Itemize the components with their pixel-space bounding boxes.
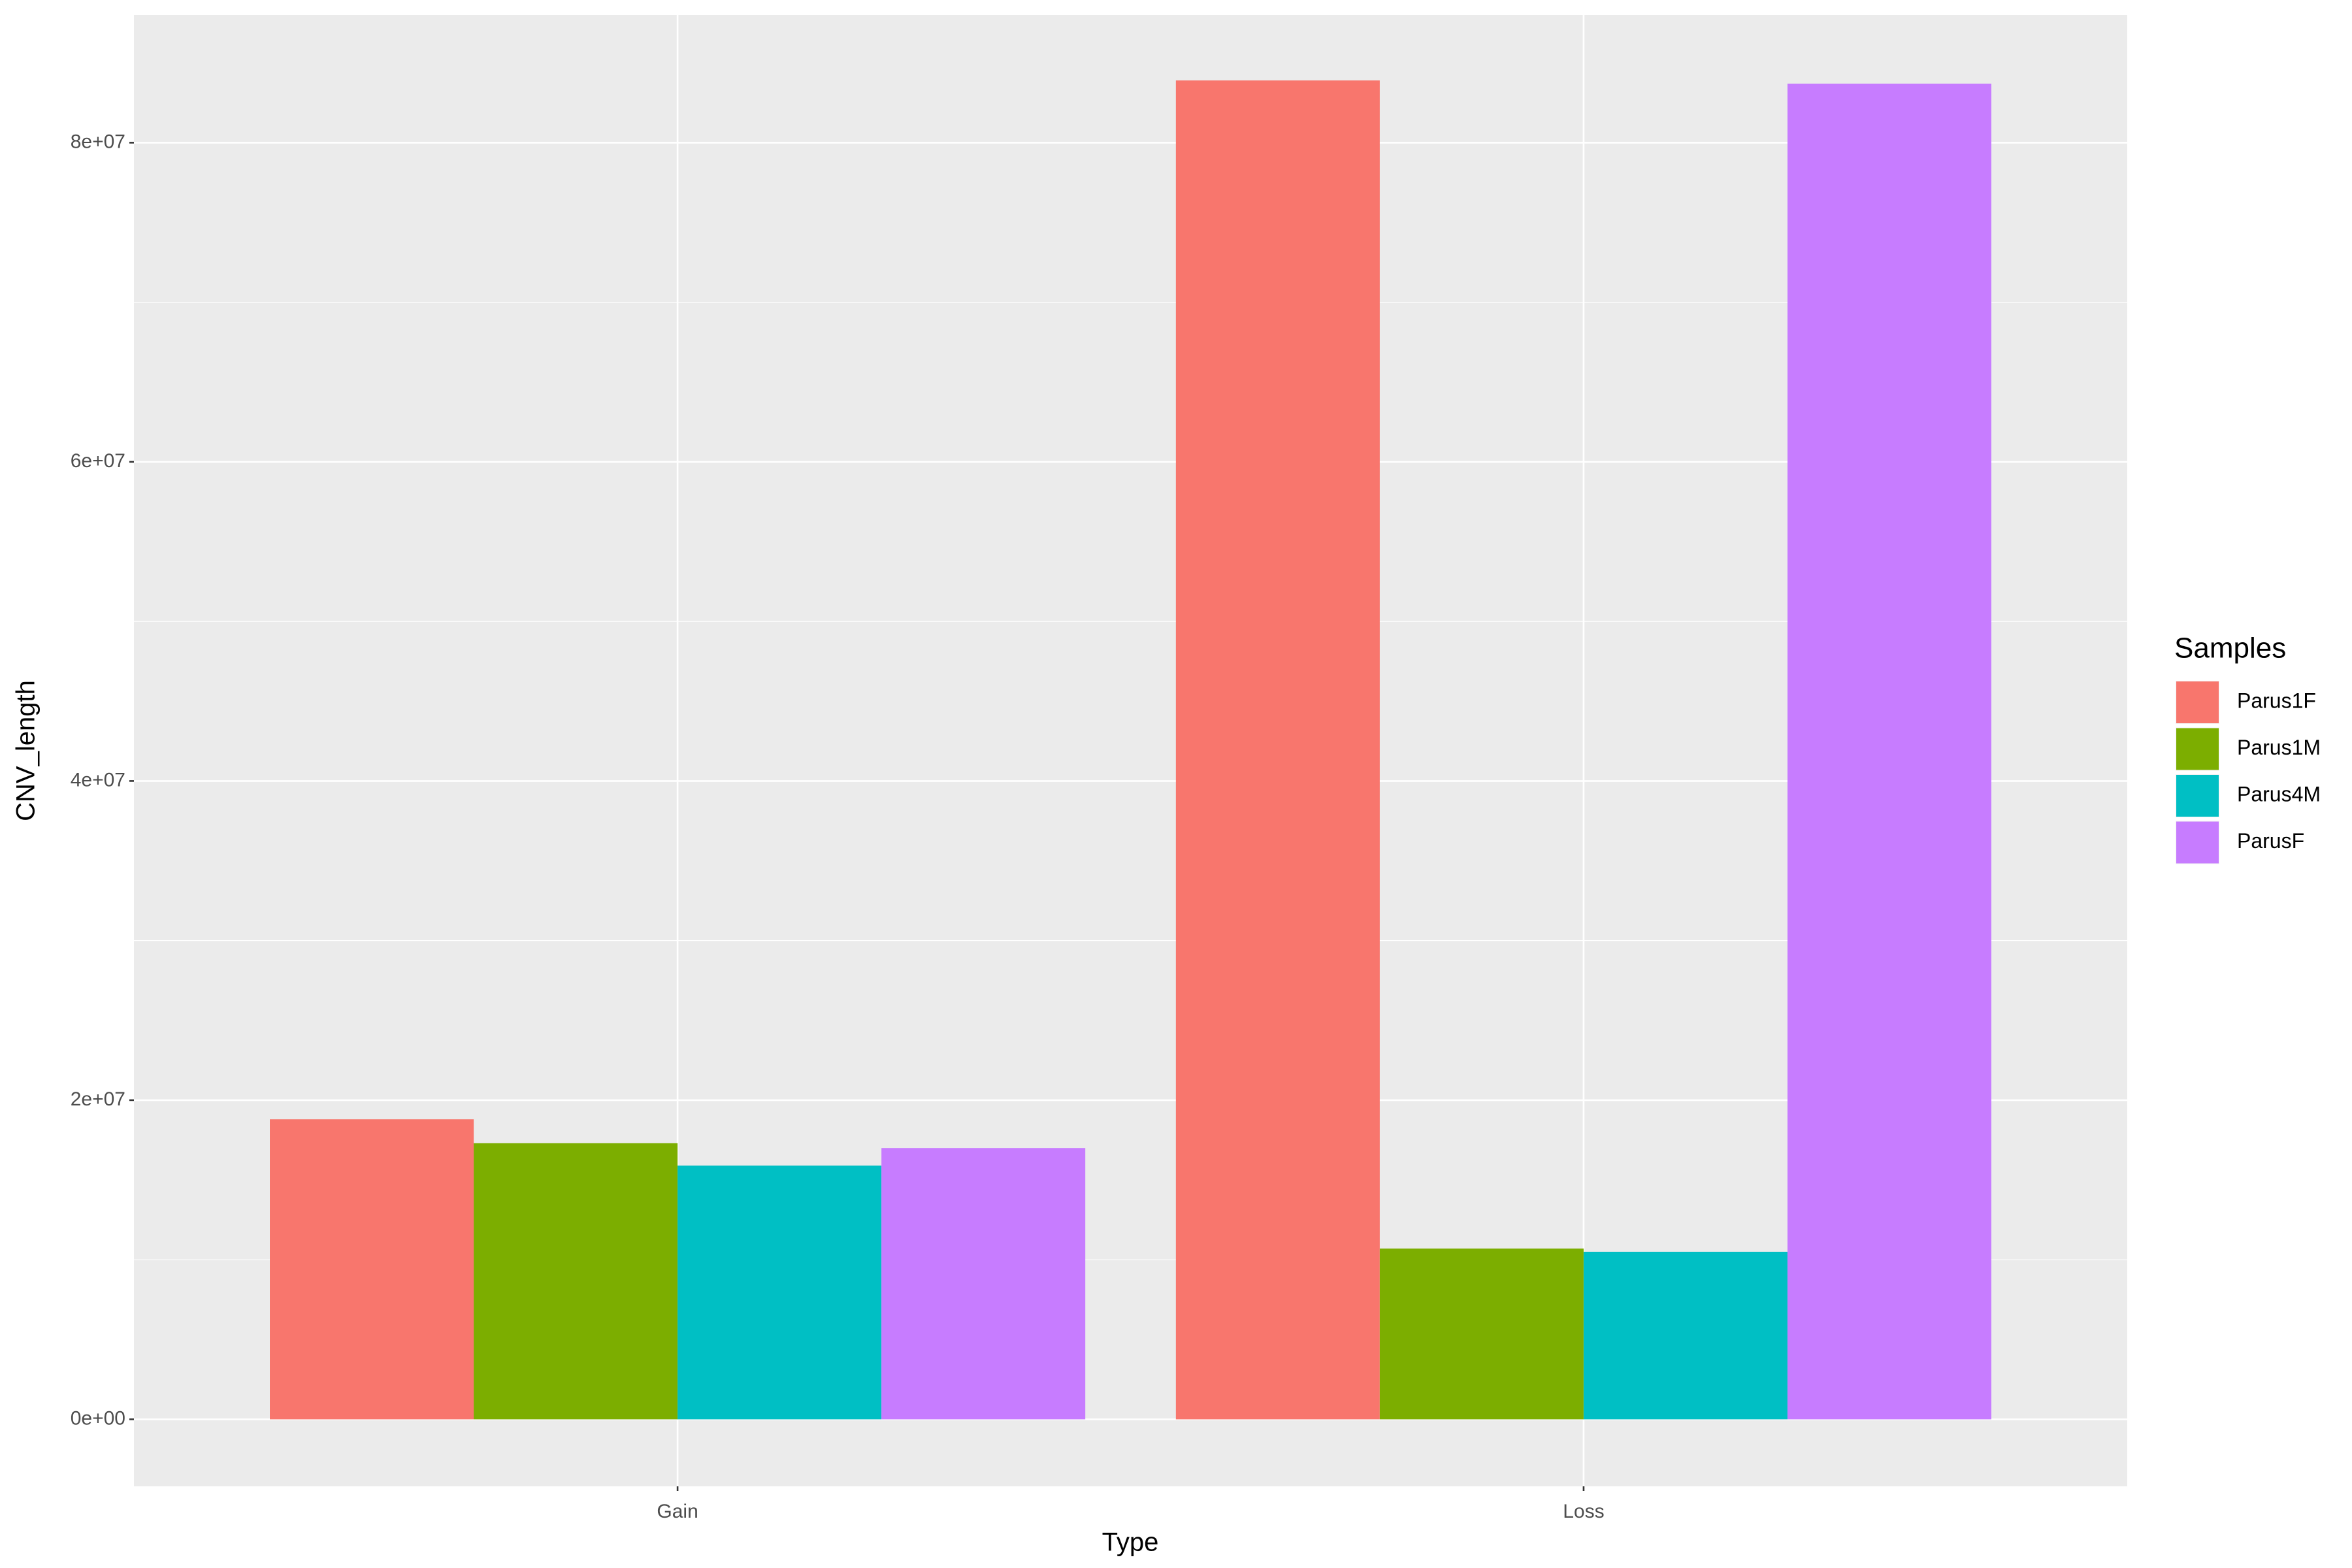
y-tick-label: 6e+07 [71,450,125,472]
bar [1583,1251,1788,1420]
legend-label: Parus1F [2237,689,2316,712]
y-tick-label: 2e+07 [71,1088,125,1110]
bars [270,80,1991,1420]
legend-label: Parus1M [2237,736,2321,759]
legend-swatch [2176,821,2219,864]
x-tick-label: Gain [657,1501,698,1522]
bar [1379,1249,1584,1420]
y-tick-label: 8e+07 [71,131,125,152]
legend-swatch [2176,728,2219,770]
bar [1175,80,1380,1420]
bar [881,1148,1086,1420]
x-tick-label: Loss [1563,1501,1604,1522]
legend-label: Parus4M [2237,782,2321,806]
bar [1787,84,1991,1420]
y-tick-label: 4e+07 [71,769,125,791]
bar [678,1166,882,1420]
bar [270,1119,474,1420]
y-axis-title: CNV_length [12,680,41,821]
legend-title: Samples [2174,632,2286,664]
legend-swatch [2176,681,2219,723]
y-tick-label: 0e+00 [71,1407,125,1429]
x-axis-title: Type [1102,1528,1159,1557]
legend-swatch [2176,775,2219,817]
bar [474,1143,678,1420]
legend-label: ParusF [2237,829,2304,853]
